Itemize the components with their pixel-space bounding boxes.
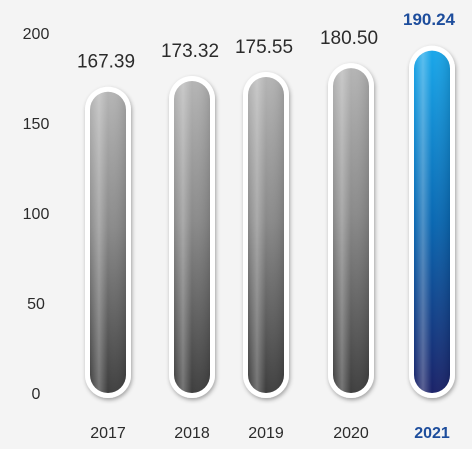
value-label-2020: 180.50	[320, 28, 378, 49]
y-tick-label-200: 200	[23, 26, 50, 43]
x-tick-label-2020: 2020	[333, 425, 369, 442]
y-tick-label-50: 50	[27, 296, 45, 313]
x-tick-label-2019: 2019	[248, 425, 284, 442]
bar-shine-2018	[174, 81, 210, 394]
x-tick-label-2021: 2021	[414, 425, 450, 442]
value-label-2017: 167.39	[77, 52, 135, 73]
bar-shine-2017	[90, 91, 126, 393]
bar-2017	[85, 86, 131, 398]
bar-shine-2021	[414, 50, 450, 394]
value-label-2019: 175.55	[235, 37, 293, 58]
bar-2018	[169, 76, 215, 399]
y-tick-label-150: 150	[23, 116, 50, 133]
bar-shine-2019	[248, 77, 284, 393]
y-tick-label-0: 0	[32, 386, 41, 403]
x-tick-label-2017: 2017	[90, 425, 126, 442]
bar-2020	[328, 63, 374, 398]
bar-shine-2020	[333, 68, 369, 393]
bar-2021	[409, 45, 455, 399]
bar-2019	[243, 72, 289, 398]
x-tick-label-2018: 2018	[174, 425, 210, 442]
y-tick-label-100: 100	[23, 206, 50, 223]
value-label-2021: 190.24	[403, 10, 456, 29]
value-label-2018: 173.32	[161, 41, 219, 62]
